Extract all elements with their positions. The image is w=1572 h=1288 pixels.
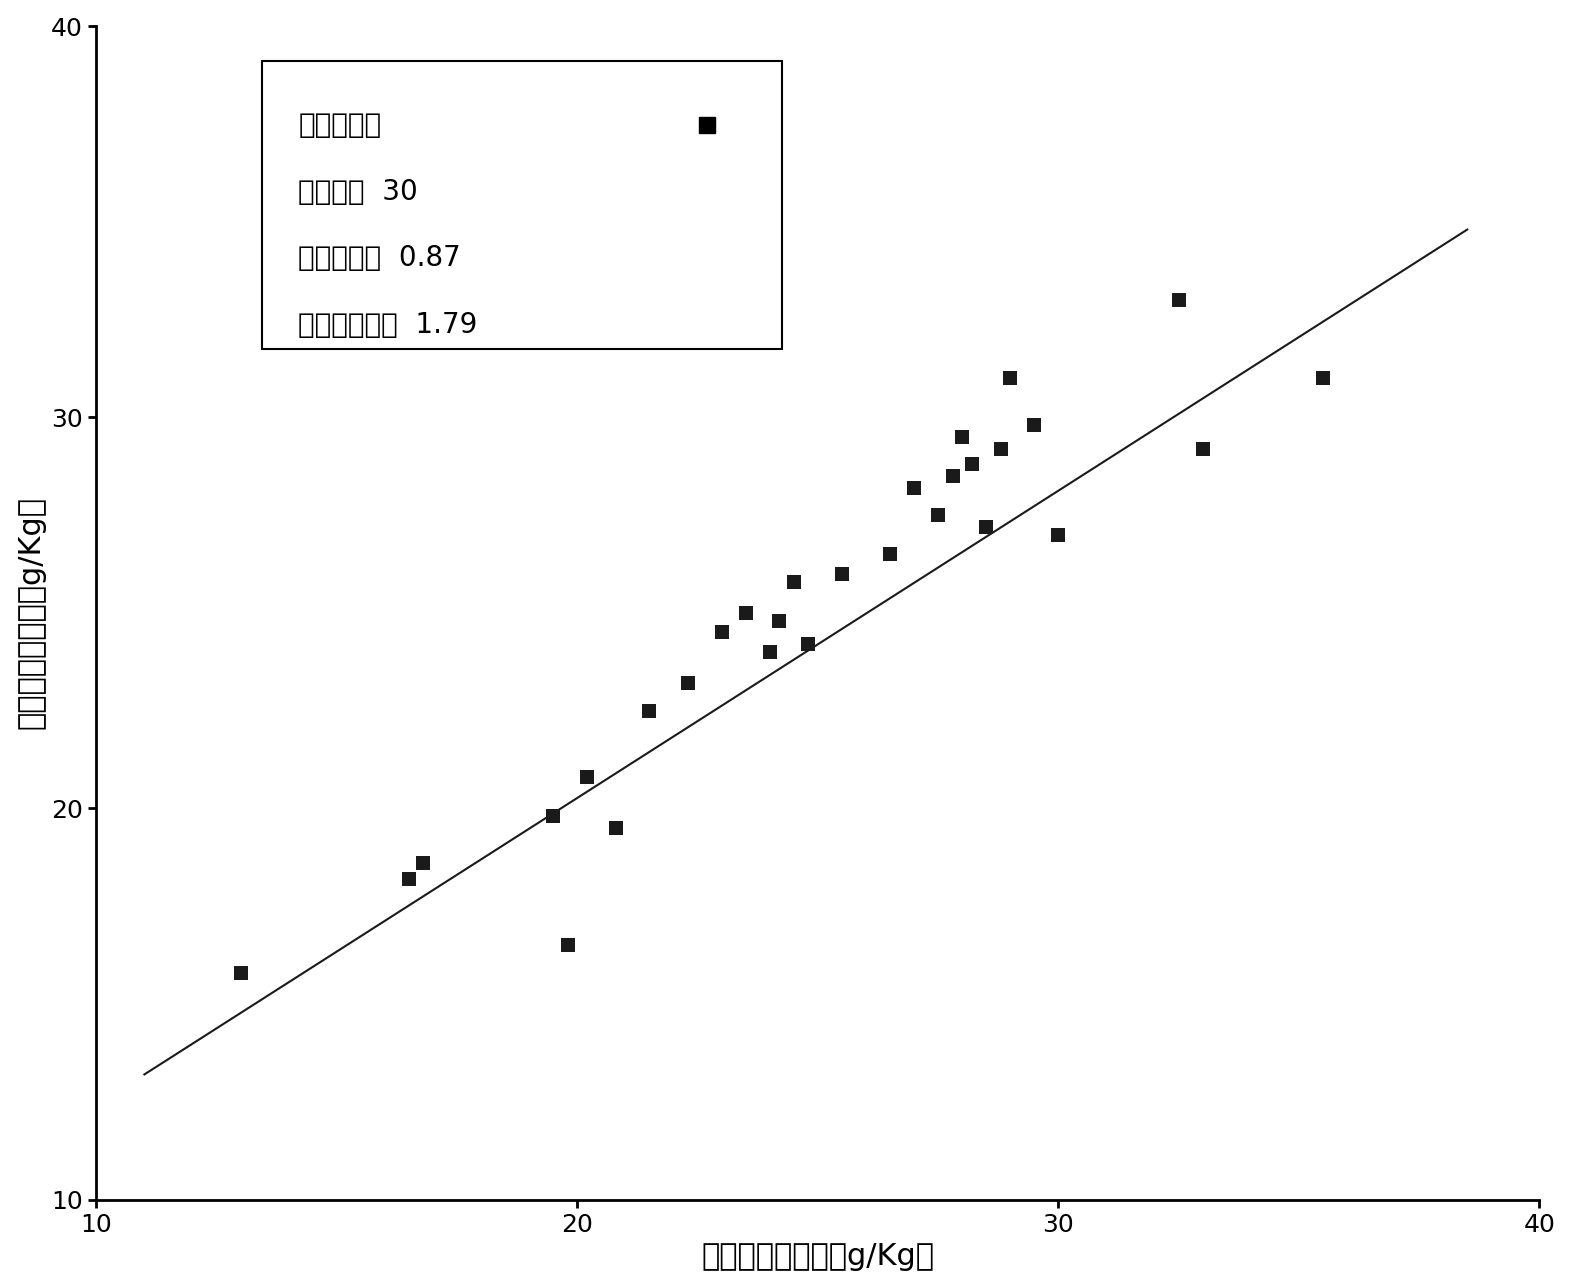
Point	[555, 935, 580, 956]
Point	[998, 368, 1023, 389]
FancyBboxPatch shape	[263, 62, 781, 349]
Point	[949, 426, 975, 447]
Point	[901, 478, 926, 498]
Point	[767, 611, 792, 631]
Point	[396, 868, 421, 889]
Point	[989, 438, 1014, 459]
Point	[781, 572, 806, 592]
Text: 预测样本：: 预测样本：	[299, 111, 382, 139]
Point	[541, 806, 566, 827]
Point	[973, 516, 998, 537]
Point	[410, 853, 435, 873]
X-axis label: 实际有机质含量（g/Kg）: 实际有机质含量（g/Kg）	[701, 1243, 934, 1271]
Text: 均方根误差：  1.79: 均方根误差： 1.79	[299, 312, 478, 339]
Point	[940, 466, 965, 487]
Point	[1022, 415, 1047, 435]
Point	[758, 641, 783, 662]
Point	[733, 603, 758, 623]
Text: 决定系数：  0.87: 决定系数： 0.87	[299, 245, 461, 273]
Point	[795, 634, 821, 654]
Point	[637, 701, 662, 721]
Point	[676, 672, 701, 693]
Point	[830, 563, 855, 583]
Y-axis label: 检测有机质含量（g/Kg）: 检测有机质含量（g/Kg）	[17, 496, 46, 729]
Point	[926, 505, 951, 526]
Point	[604, 818, 629, 838]
Point	[959, 453, 984, 474]
Point	[1190, 438, 1215, 459]
Point	[1045, 524, 1071, 545]
Point	[877, 544, 902, 564]
Text: 样本数：  30: 样本数： 30	[299, 178, 418, 206]
Point	[1311, 368, 1336, 389]
Point	[228, 962, 253, 983]
Point	[1166, 290, 1192, 310]
Point	[574, 766, 599, 787]
Point	[709, 622, 734, 643]
